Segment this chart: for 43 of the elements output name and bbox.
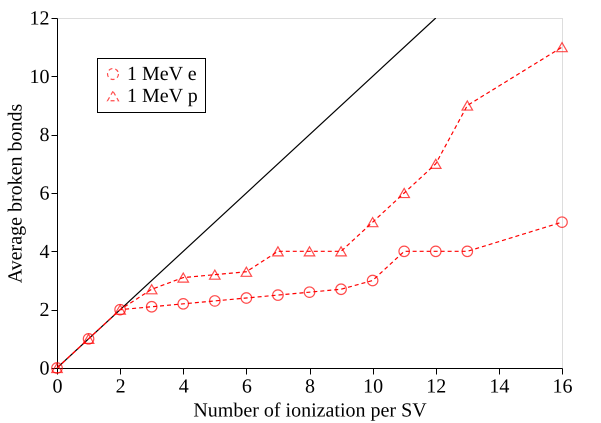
point: [272, 289, 284, 301]
x-tick-label: 12: [426, 376, 446, 398]
point: [177, 298, 190, 310]
x-tick-label: 14: [489, 376, 510, 398]
point: [335, 246, 347, 256]
point: [272, 246, 284, 256]
x-axis-title: Number of ionization per SV: [193, 400, 428, 422]
y-tick-label: 0: [40, 358, 50, 380]
x-tick-label: 8: [305, 376, 315, 398]
x-tick-label: 6: [242, 376, 252, 398]
x-tick-label: 4: [178, 376, 189, 398]
point: [335, 283, 347, 296]
point: [208, 295, 221, 307]
point: [304, 286, 316, 298]
y-tick-label: 6: [40, 182, 50, 204]
x-tick-label: 10: [363, 376, 384, 398]
point: [366, 217, 378, 228]
point: [430, 158, 442, 169]
y-tick-label: 12: [30, 8, 50, 30]
y-tick-label: 10: [30, 66, 50, 88]
point: [208, 270, 221, 280]
point: [240, 292, 252, 304]
y-tick-label: 8: [40, 124, 50, 146]
point: [146, 300, 158, 313]
y-axis-title: Average broken bonds: [4, 104, 26, 284]
point: [461, 100, 474, 111]
point: [461, 246, 474, 258]
legend-label: 1 MeV e: [127, 63, 197, 85]
y-tick-label: 2: [40, 299, 50, 322]
point: [366, 274, 378, 286]
point: [430, 246, 442, 258]
point: [398, 246, 410, 258]
point: [146, 284, 158, 294]
point: [556, 216, 568, 228]
point: [398, 188, 410, 198]
point: [177, 272, 190, 283]
x-tick-label: 2: [116, 376, 126, 398]
point: [304, 246, 316, 256]
legend-label: 1 MeV p: [127, 85, 198, 107]
x-tick-label: 16: [552, 376, 572, 398]
y-tick-label: 4: [40, 240, 50, 263]
point: [556, 42, 568, 52]
point: [240, 266, 252, 277]
